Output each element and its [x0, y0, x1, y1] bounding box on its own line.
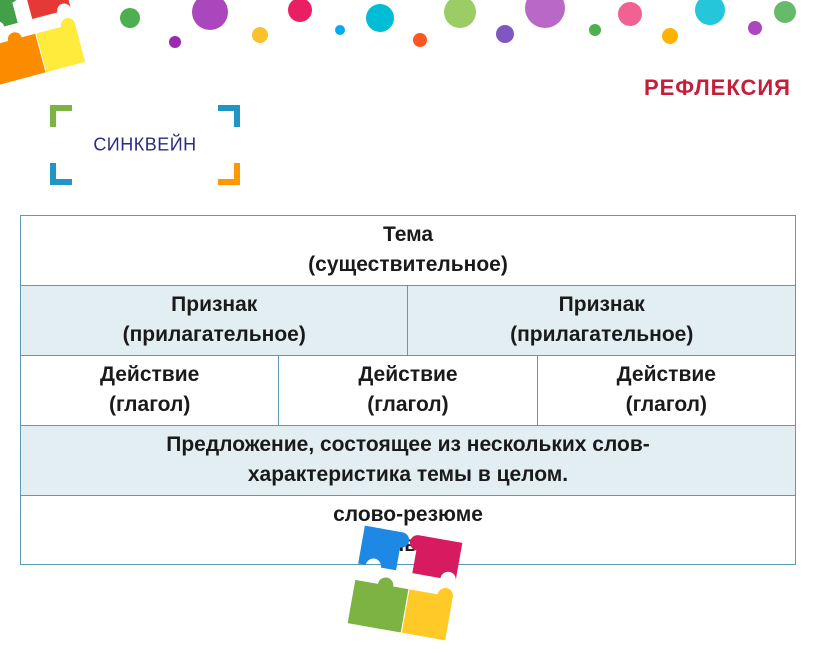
decor-dot — [252, 27, 268, 43]
table-cell: Признак(прилагательное) — [21, 285, 408, 355]
decor-dot — [335, 25, 345, 35]
table-row: Действие(глагол)Действие(глагол)Действие… — [21, 355, 796, 425]
decor-dot — [120, 8, 140, 28]
badge-corner-br — [218, 163, 240, 185]
puzzle-piece-icon — [348, 526, 463, 641]
table-cell: Тема(существительное) — [21, 216, 796, 286]
cell-line1: Признак — [416, 290, 787, 320]
cell-line1: слово-резюме — [29, 500, 787, 530]
decor-dot — [366, 4, 394, 32]
table-cell: Действие(глагол) — [537, 355, 795, 425]
cell-line1: Предложение, состоящее из нескольких сло… — [29, 430, 787, 460]
cinquain-table: Тема(существительное)Признак(прилагатель… — [20, 215, 796, 565]
badge-corner-tl — [50, 105, 72, 127]
decor-dots-strip — [0, 0, 816, 80]
cell-line2: (прилагательное) — [29, 320, 399, 350]
decor-dot — [288, 0, 312, 22]
table-cell: Признак(прилагательное) — [408, 285, 796, 355]
decor-dot — [525, 0, 565, 28]
decor-dot — [662, 28, 678, 44]
table-cell: Действие(глагол) — [279, 355, 537, 425]
decor-dot — [444, 0, 476, 28]
cell-line1: Действие — [29, 360, 270, 390]
cell-line2: (глагол) — [287, 390, 528, 420]
cell-line2: (существительное) — [29, 250, 787, 280]
header-reflection-label: РЕФЛЕКСИЯ — [644, 75, 791, 101]
table-row: Предложение, состоящее из нескольких сло… — [21, 425, 796, 495]
puzzle-bottom — [341, 519, 468, 646]
decor-dot — [589, 24, 601, 36]
cinquain-table-inner: Тема(существительное)Признак(прилагатель… — [20, 215, 796, 565]
decor-dot — [695, 0, 725, 25]
decor-dot — [618, 2, 642, 26]
cell-line1: Признак — [29, 290, 399, 320]
decor-dot — [192, 0, 228, 30]
badge-corner-tr — [218, 105, 240, 127]
badge-label: СИНКВЕЙН — [93, 135, 196, 156]
badge-frame: СИНКВЕЙН — [50, 105, 240, 185]
cell-line1: Действие — [546, 360, 787, 390]
decor-dot — [169, 36, 181, 48]
table-cell: Предложение, состоящее из нескольких сло… — [21, 425, 796, 495]
cell-line2: (глагол) — [29, 390, 270, 420]
table-row: Тема(существительное) — [21, 216, 796, 286]
cell-line1: Действие — [287, 360, 528, 390]
cell-line2: (прилагательное) — [416, 320, 787, 350]
table-row: Признак(прилагательное)Признак(прилагате… — [21, 285, 796, 355]
cell-line1: Тема — [29, 220, 787, 250]
decor-dot — [774, 1, 796, 23]
decor-dot — [748, 21, 762, 35]
table-cell: Действие(глагол) — [21, 355, 279, 425]
decor-dot — [496, 25, 514, 43]
decor-dot — [413, 33, 427, 47]
cell-line2: характеристика темы в целом. — [29, 460, 787, 490]
badge-corner-bl — [50, 163, 72, 185]
cell-line2: (глагол) — [546, 390, 787, 420]
